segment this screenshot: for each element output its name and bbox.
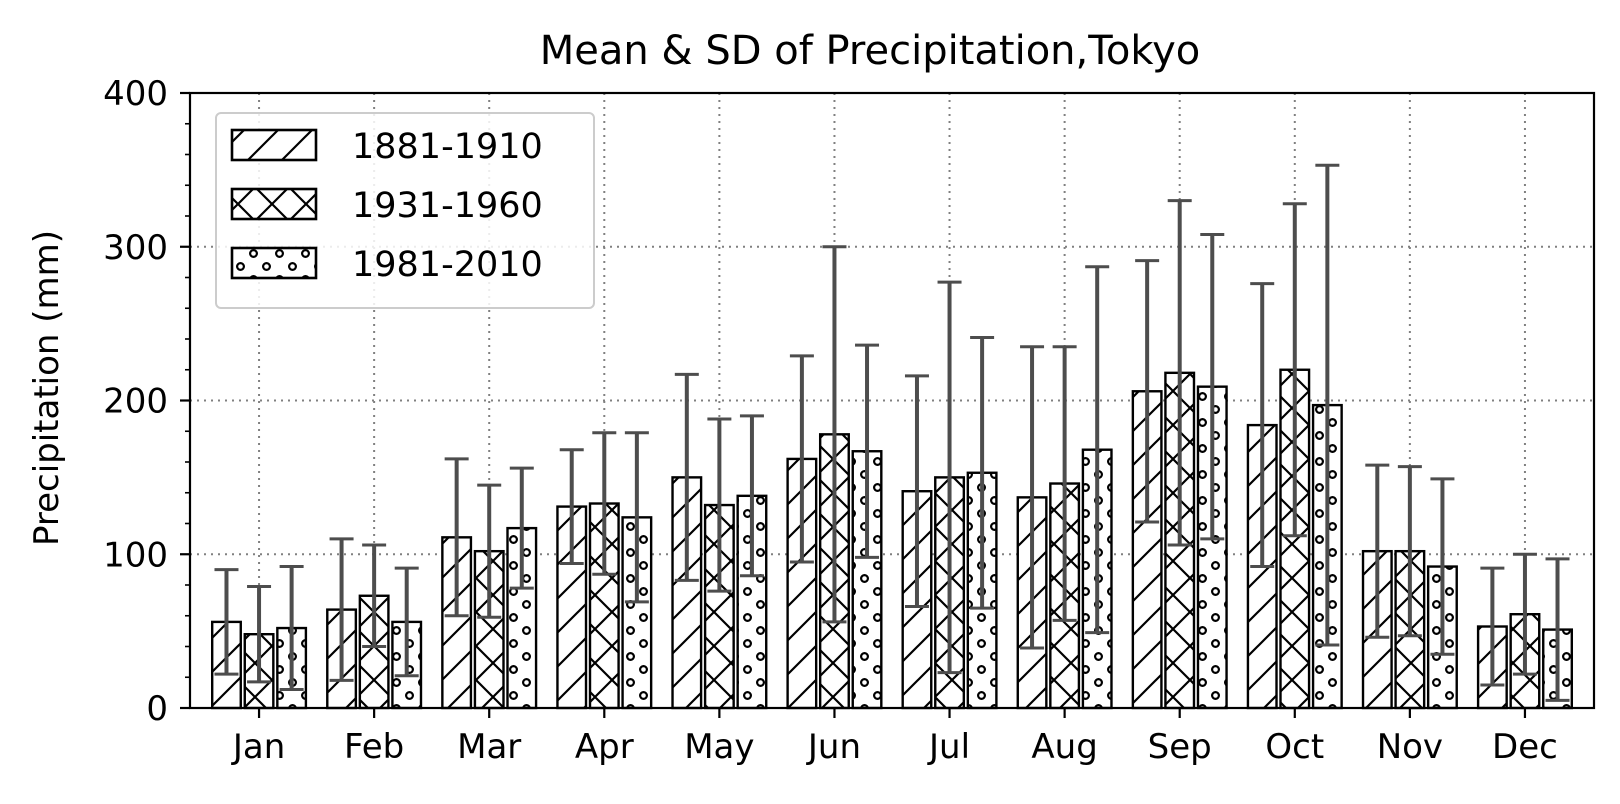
errorbar-1981-2010-Jul: [970, 335, 995, 610]
chart-title: Mean & SD of Precipitation,Tokyo: [540, 28, 1201, 74]
legend-item-1881-1910: 1881-1910: [230, 127, 543, 167]
y-tick-label: 0: [146, 689, 168, 729]
x-tick-label-jun: Jun: [806, 727, 861, 767]
errorbar-1931-1960-Nov: [1397, 465, 1422, 638]
x-tick-label-feb: Feb: [344, 727, 404, 767]
errorbar-1931-1960-Feb: [362, 543, 387, 648]
x-tick-label-apr: Apr: [575, 727, 634, 767]
error-bars: [214, 163, 1570, 702]
x-tick-label-may: May: [684, 727, 754, 767]
errorbar-1881-1910-May: [674, 372, 699, 582]
legend-swatch: [230, 128, 318, 162]
legend: 1881-1910 1931-1960 1981-2010: [215, 112, 595, 309]
y-tick-label: 100: [103, 535, 168, 575]
x-axis-ticks: Jan Feb Mar Apr May Jun Jul Aug Sep Oct Nov Dec: [231, 708, 1558, 767]
legend-label: 1981-2010: [352, 245, 543, 285]
errorbar-1881-1910-Aug: [1020, 345, 1045, 650]
legend-label: 1881-1910: [352, 127, 543, 167]
bars: [210, 368, 1574, 710]
errorbar-1981-2010-May: [739, 414, 764, 578]
x-tick-label-sep: Sep: [1148, 727, 1212, 767]
legend-swatch: [230, 187, 318, 221]
errorbar-1931-1960-Sep: [1167, 199, 1192, 547]
x-tick-label-nov: Nov: [1377, 727, 1443, 767]
x-tick-label-oct: Oct: [1265, 727, 1324, 767]
errorbar-1931-1960-Oct: [1282, 202, 1307, 538]
errorbar-1931-1960-Jan: [247, 585, 272, 684]
y-axis-label: Precipitation (mm): [27, 230, 67, 546]
errorbar-1881-1910-Jul: [904, 374, 929, 609]
errorbar-1931-1960-Jun: [822, 245, 847, 624]
x-tick-label-aug: Aug: [1031, 727, 1097, 767]
y-tick-label: 200: [103, 382, 168, 422]
errorbar-1981-2010-Dec: [1545, 557, 1570, 702]
errorbar-1931-1960-Mar: [477, 483, 502, 619]
errorbar-1931-1960-Jul: [937, 280, 962, 675]
x-tick-label-dec: Dec: [1492, 727, 1558, 767]
errorbar-1981-2010-Nov: [1430, 477, 1455, 656]
errorbar-1931-1960-Apr: [592, 431, 617, 576]
errorbar-1981-2010-Oct: [1315, 163, 1340, 647]
x-tick-label-jul: Jul: [927, 727, 970, 767]
errorbar-1931-1960-May: [707, 417, 732, 593]
x-tick-label-mar: Mar: [457, 727, 521, 767]
y-tick-label: 300: [103, 228, 168, 268]
errorbar-1981-2010-Jan: [279, 565, 304, 692]
errorbar-1881-1910-Apr: [559, 448, 584, 565]
errorbar-1881-1910-Sep: [1135, 259, 1160, 524]
legend-swatch: [230, 246, 318, 280]
y-tick-label: 400: [103, 74, 168, 114]
x-tick-label-jan: Jan: [231, 727, 285, 767]
legend-item-1981-2010: 1981-2010: [230, 245, 543, 285]
errorbar-1981-2010-Aug: [1085, 265, 1110, 635]
errorbar-1881-1910-Feb: [329, 537, 354, 682]
errorbar-1981-2010-Feb: [394, 566, 419, 678]
errorbar-1981-2010-Apr: [624, 431, 649, 604]
errorbar-1931-1960-Aug: [1052, 345, 1077, 622]
errorbar-1881-1910-Nov: [1365, 463, 1390, 639]
errorbar-1981-2010-Sep: [1200, 232, 1225, 541]
y-axis-ticks: 0 100 200 300 400: [103, 74, 190, 729]
errorbar-1881-1910-Jun: [789, 354, 814, 564]
legend-item-1931-1960: 1931-1960: [230, 186, 543, 226]
errorbar-1981-2010-Mar: [509, 466, 534, 590]
errorbar-1931-1960-Dec: [1512, 552, 1537, 676]
errorbar-1881-1910-Jan: [214, 568, 239, 676]
errorbar-1881-1910-Oct: [1250, 282, 1275, 569]
errorbar-1881-1910-Mar: [444, 457, 469, 618]
errorbar-1981-2010-Jun: [855, 343, 880, 559]
legend-label: 1931-1960: [352, 186, 543, 226]
errorbar-1881-1910-Dec: [1480, 566, 1505, 687]
